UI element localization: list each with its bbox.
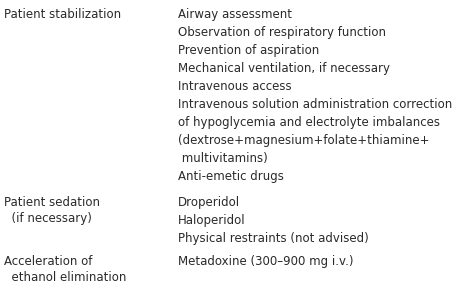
- Text: Patient stabilization: Patient stabilization: [4, 8, 121, 21]
- Text: Mechanical ventilation, if necessary: Mechanical ventilation, if necessary: [178, 62, 390, 75]
- Text: (dextrose+magnesium+folate+thiamine+: (dextrose+magnesium+folate+thiamine+: [178, 134, 429, 147]
- Text: Physical restraints (not advised): Physical restraints (not advised): [178, 232, 369, 245]
- Text: Metadoxine (300–900 mg i.v.): Metadoxine (300–900 mg i.v.): [178, 255, 354, 268]
- Text: Patient sedation: Patient sedation: [4, 196, 100, 209]
- Text: Haloperidol: Haloperidol: [178, 214, 246, 227]
- Text: Airway assessment: Airway assessment: [178, 8, 292, 21]
- Text: multivitamins): multivitamins): [178, 152, 268, 165]
- Text: ethanol elimination: ethanol elimination: [4, 271, 127, 284]
- Text: (if necessary): (if necessary): [4, 212, 92, 225]
- Text: Acceleration of: Acceleration of: [4, 255, 92, 268]
- Text: Intravenous solution administration correction: Intravenous solution administration corr…: [178, 98, 452, 111]
- Text: Droperidol: Droperidol: [178, 196, 240, 209]
- Text: Observation of respiratory function: Observation of respiratory function: [178, 26, 386, 39]
- Text: Intravenous access: Intravenous access: [178, 80, 292, 93]
- Text: Prevention of aspiration: Prevention of aspiration: [178, 44, 319, 57]
- Text: of hypoglycemia and electrolyte imbalances: of hypoglycemia and electrolyte imbalanc…: [178, 116, 440, 129]
- Text: Anti-emetic drugs: Anti-emetic drugs: [178, 170, 284, 183]
